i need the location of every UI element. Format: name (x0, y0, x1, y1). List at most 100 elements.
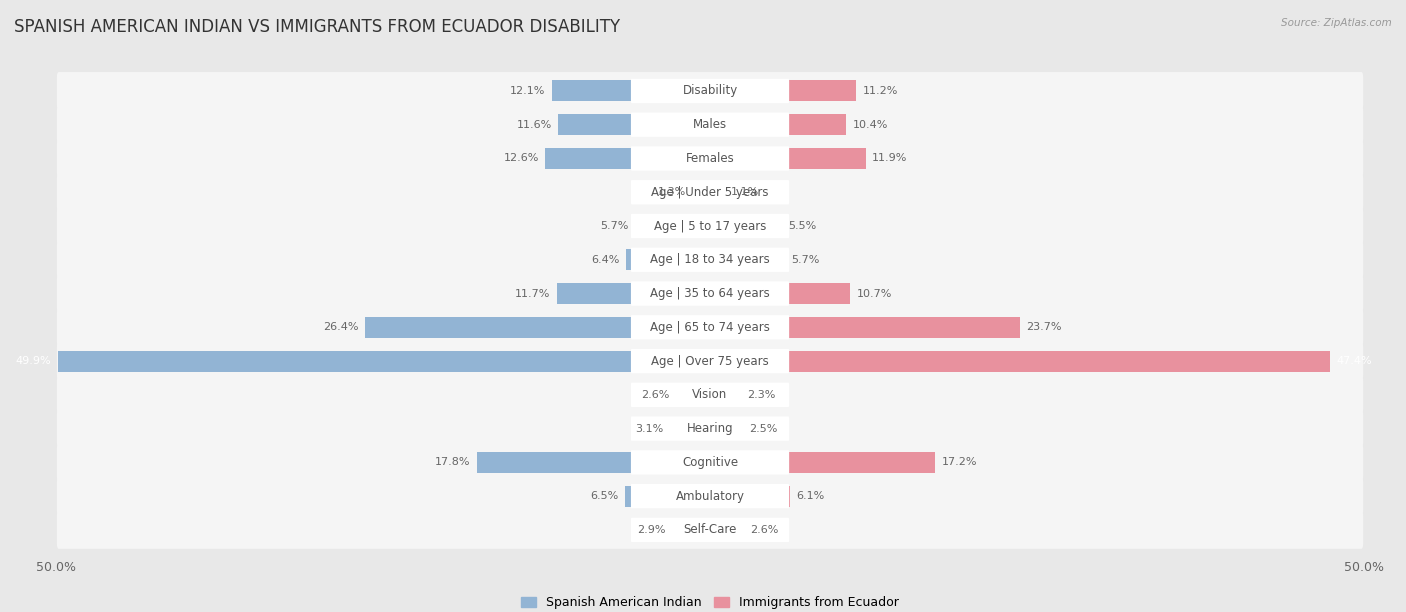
Text: Females: Females (686, 152, 734, 165)
Bar (58, 351, 710, 371)
Text: SPANISH AMERICAN INDIAN VS IMMIGRANTS FROM ECUADOR DISABILITY: SPANISH AMERICAN INDIAN VS IMMIGRANTS FR… (14, 18, 620, 36)
Text: 6.5%: 6.5% (591, 491, 619, 501)
Bar (710, 384, 740, 405)
FancyBboxPatch shape (631, 113, 789, 137)
Legend: Spanish American Indian, Immigrants from Ecuador: Spanish American Indian, Immigrants from… (522, 597, 898, 610)
FancyBboxPatch shape (56, 444, 1364, 481)
Bar (710, 148, 866, 169)
Text: 6.4%: 6.4% (592, 255, 620, 265)
Text: 2.6%: 2.6% (641, 390, 669, 400)
FancyBboxPatch shape (631, 282, 789, 306)
FancyBboxPatch shape (631, 146, 789, 171)
Bar (626, 486, 710, 507)
Text: Age | 5 to 17 years: Age | 5 to 17 years (654, 220, 766, 233)
Text: 17.8%: 17.8% (436, 457, 471, 468)
Text: 12.6%: 12.6% (503, 154, 538, 163)
Text: Vision: Vision (692, 389, 728, 401)
Bar (710, 351, 1330, 371)
Text: 5.7%: 5.7% (600, 221, 628, 231)
FancyBboxPatch shape (631, 214, 789, 238)
Text: 1.1%: 1.1% (731, 187, 759, 197)
FancyBboxPatch shape (631, 484, 789, 509)
Bar (672, 520, 710, 540)
Bar (693, 182, 710, 203)
Bar (636, 215, 710, 236)
Text: Hearing: Hearing (686, 422, 734, 435)
Text: Age | Over 75 years: Age | Over 75 years (651, 354, 769, 368)
FancyBboxPatch shape (631, 248, 789, 272)
Bar (710, 520, 744, 540)
Bar (710, 486, 790, 507)
Bar (546, 148, 710, 169)
Bar (477, 452, 710, 473)
FancyBboxPatch shape (56, 376, 1364, 414)
Text: 11.7%: 11.7% (515, 288, 551, 299)
Text: 5.5%: 5.5% (789, 221, 817, 231)
Text: 11.9%: 11.9% (872, 154, 907, 163)
Text: 12.1%: 12.1% (510, 86, 546, 96)
Text: Males: Males (693, 118, 727, 131)
FancyBboxPatch shape (56, 511, 1364, 549)
Text: 2.3%: 2.3% (747, 390, 775, 400)
FancyBboxPatch shape (56, 241, 1364, 278)
Text: 17.2%: 17.2% (942, 457, 977, 468)
Bar (364, 317, 710, 338)
FancyBboxPatch shape (631, 382, 789, 407)
Text: 23.7%: 23.7% (1026, 323, 1062, 332)
Text: 49.9%: 49.9% (15, 356, 51, 366)
Bar (710, 182, 724, 203)
Bar (557, 283, 710, 304)
Text: 3.1%: 3.1% (634, 424, 664, 434)
Text: 5.7%: 5.7% (792, 255, 820, 265)
Bar (710, 283, 851, 304)
Text: 6.1%: 6.1% (796, 491, 824, 501)
Text: Cognitive: Cognitive (682, 456, 738, 469)
Text: Self-Care: Self-Care (683, 523, 737, 536)
Bar (669, 418, 710, 439)
Text: 10.4%: 10.4% (852, 120, 889, 130)
Bar (676, 384, 710, 405)
Text: 11.6%: 11.6% (516, 120, 551, 130)
FancyBboxPatch shape (56, 72, 1364, 110)
Text: 10.7%: 10.7% (856, 288, 891, 299)
FancyBboxPatch shape (56, 308, 1364, 346)
FancyBboxPatch shape (631, 180, 789, 204)
FancyBboxPatch shape (631, 349, 789, 373)
FancyBboxPatch shape (56, 140, 1364, 177)
Text: 2.5%: 2.5% (749, 424, 778, 434)
Bar (710, 452, 935, 473)
Bar (710, 114, 846, 135)
FancyBboxPatch shape (56, 409, 1364, 447)
Text: 2.6%: 2.6% (751, 525, 779, 535)
FancyBboxPatch shape (631, 315, 789, 340)
Bar (710, 249, 785, 271)
FancyBboxPatch shape (56, 173, 1364, 211)
Text: Ambulatory: Ambulatory (675, 490, 745, 502)
Text: Disability: Disability (682, 84, 738, 97)
Text: Age | 35 to 64 years: Age | 35 to 64 years (650, 287, 770, 300)
FancyBboxPatch shape (56, 477, 1364, 515)
Text: 11.2%: 11.2% (863, 86, 898, 96)
Text: Age | Under 5 years: Age | Under 5 years (651, 186, 769, 199)
Text: Age | 65 to 74 years: Age | 65 to 74 years (650, 321, 770, 334)
Text: 26.4%: 26.4% (323, 323, 359, 332)
FancyBboxPatch shape (631, 450, 789, 474)
Bar (710, 418, 742, 439)
FancyBboxPatch shape (56, 275, 1364, 313)
Text: Source: ZipAtlas.com: Source: ZipAtlas.com (1281, 18, 1392, 28)
Bar (710, 215, 782, 236)
Bar (551, 81, 710, 102)
FancyBboxPatch shape (631, 416, 789, 441)
Text: 47.4%: 47.4% (1336, 356, 1372, 366)
FancyBboxPatch shape (631, 518, 789, 542)
FancyBboxPatch shape (56, 342, 1364, 380)
Bar (558, 114, 710, 135)
Bar (626, 249, 710, 271)
Text: Age | 18 to 34 years: Age | 18 to 34 years (650, 253, 770, 266)
Text: 2.9%: 2.9% (637, 525, 665, 535)
FancyBboxPatch shape (56, 106, 1364, 144)
Bar (710, 317, 1019, 338)
Bar (710, 81, 856, 102)
FancyBboxPatch shape (631, 79, 789, 103)
Text: 1.3%: 1.3% (658, 187, 686, 197)
